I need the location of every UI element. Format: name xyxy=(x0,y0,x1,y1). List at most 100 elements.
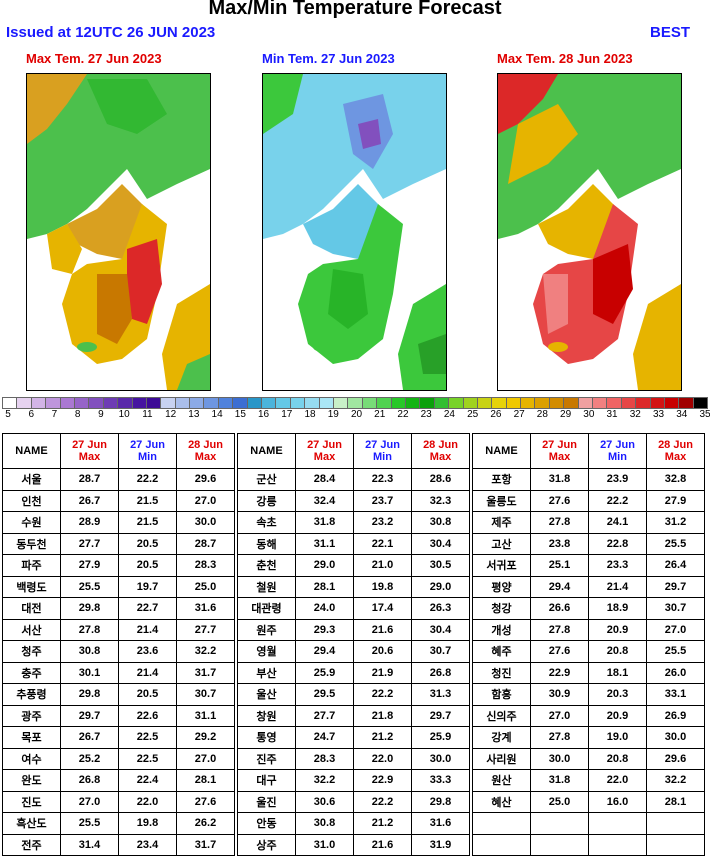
min-27jun-value: 22.2 xyxy=(588,489,647,512)
table-row: 청진 22.9 18.1 26.0 xyxy=(472,661,705,684)
max-27jun-value: 27.7 xyxy=(60,532,119,555)
color-scale-swatch xyxy=(534,397,549,409)
table-row: 원산 31.8 22.0 32.2 xyxy=(472,769,705,792)
color-scale-swatch xyxy=(404,397,420,409)
color-scale-swatch xyxy=(217,397,233,409)
max-27jun-value: 26.8 xyxy=(60,769,119,792)
max-27jun-value: 31.8 xyxy=(530,468,589,491)
max-28jun-value: 26.0 xyxy=(646,661,705,684)
max-27jun-value: 26.6 xyxy=(530,597,589,620)
min-27jun-value: 21.2 xyxy=(353,812,412,835)
min-27jun-value: 21.9 xyxy=(353,661,412,684)
table-row xyxy=(472,833,705,856)
max-28jun-value: 26.8 xyxy=(411,661,470,684)
table-row: 광주 29.7 22.6 31.1 xyxy=(2,704,235,727)
color-scale-swatch xyxy=(145,397,161,409)
table-row: 통영 24.7 21.2 25.9 xyxy=(237,726,470,749)
table-row: 원주 29.3 21.6 30.4 xyxy=(237,618,470,641)
station-name: 영월 xyxy=(237,640,296,663)
max-28jun-value: 29.0 xyxy=(411,575,470,598)
table-row: 울산 29.5 22.2 31.3 xyxy=(237,683,470,706)
max-28jun-value: 29.8 xyxy=(411,790,470,813)
color-scale-swatch xyxy=(45,397,60,409)
min-27jun-value: 21.6 xyxy=(353,833,412,856)
table-row: 동두천 27.7 20.5 28.7 xyxy=(2,532,235,555)
min-27jun-value: 21.2 xyxy=(353,726,412,749)
map-title-max-28jun: Max Tem. 28 Jun 2023 xyxy=(497,51,633,66)
max-28jun-value: 30.5 xyxy=(411,554,470,577)
station-name: 철원 xyxy=(237,575,296,598)
color-scale-label: 28 xyxy=(536,409,548,420)
max-27jun-value: 23.8 xyxy=(530,532,589,555)
color-scale-swatch xyxy=(678,397,693,409)
color-scale-label: 24 xyxy=(443,409,455,420)
max-28jun-value: 29.6 xyxy=(646,747,705,770)
max-28jun-value: 31.7 xyxy=(176,833,235,856)
max-28jun-value: 28.1 xyxy=(176,769,235,792)
max-27jun-value: 27.8 xyxy=(60,618,119,641)
table-row: 강계 27.8 19.0 30.0 xyxy=(472,726,705,749)
min-27jun-value: 21.4 xyxy=(118,661,177,684)
table-row: 혜주 27.6 20.8 25.5 xyxy=(472,640,705,663)
station-table-3: NAME 27 Jun Max 27 Jun Min 28 Jun Max 포항 31.8 23.… xyxy=(472,433,705,856)
color-scale-swatch xyxy=(117,397,132,409)
max-27jun-value: 27.8 xyxy=(530,726,589,749)
station-name: 울릉도 xyxy=(472,489,531,512)
station-name: 고산 xyxy=(472,532,531,555)
column-header-min-27jun: 27 Jun Min xyxy=(118,433,177,469)
station-name: 청진 xyxy=(472,661,531,684)
table-row: 서산 27.8 21.4 27.7 xyxy=(2,618,235,641)
station-name: 제주 xyxy=(472,511,531,534)
min-27jun-value: 23.9 xyxy=(588,468,647,491)
max-28jun-value: 32.3 xyxy=(411,489,470,512)
min-27jun-value: 21.4 xyxy=(118,618,177,641)
max-27jun-value: 30.1 xyxy=(60,661,119,684)
max-28jun-value: 31.3 xyxy=(411,683,470,706)
table-row: 부산 25.9 21.9 26.8 xyxy=(237,661,470,684)
station-name: 혜산 xyxy=(472,790,531,813)
color-scale-label: 11 xyxy=(142,409,153,420)
color-scale-label: 34 xyxy=(676,409,688,420)
max-27jun-value: 29.7 xyxy=(60,704,119,727)
color-scale-swatch xyxy=(160,397,175,409)
color-scale-label: 29 xyxy=(560,409,572,420)
max-27jun-value: 30.6 xyxy=(295,790,354,813)
max-27jun-value: 30.8 xyxy=(295,812,354,835)
column-header-min-27jun: 27 Jun Min xyxy=(353,433,412,469)
table-row: 목포 26.7 22.5 29.2 xyxy=(2,726,235,749)
column-header-min-27jun: 27 Jun Min xyxy=(588,433,647,469)
table-row: 함흥 30.9 20.3 33.1 xyxy=(472,683,705,706)
color-scale-label: 25 xyxy=(467,409,479,420)
station-name: 흑산도 xyxy=(2,812,61,835)
max-27jun-value: 28.9 xyxy=(60,511,119,534)
table-row: 추풍령 29.8 20.5 30.7 xyxy=(2,683,235,706)
max-27jun-value: 25.1 xyxy=(530,554,589,577)
max-28jun-value: 26.9 xyxy=(646,704,705,727)
station-name: 강릉 xyxy=(237,489,296,512)
max-27jun-value: 27.0 xyxy=(60,790,119,813)
column-header-max-27jun: 27 Jun Max xyxy=(295,433,354,469)
color-scale-swatch xyxy=(390,397,405,409)
table-row: 서울 28.7 22.2 29.6 xyxy=(2,468,235,491)
color-scale-swatch xyxy=(102,397,118,409)
max-28jun-value: 26.3 xyxy=(411,597,470,620)
map-max-28jun xyxy=(497,73,682,391)
station-name xyxy=(472,812,531,835)
color-scale-swatch xyxy=(131,397,146,409)
max-27jun-value: 25.5 xyxy=(60,812,119,835)
max-27jun-value: 32.4 xyxy=(295,489,354,512)
max-28jun-value: 26.4 xyxy=(646,554,705,577)
station-name: 원산 xyxy=(472,769,531,792)
color-scale-swatch xyxy=(347,397,362,409)
table-row: 대전 29.8 22.7 31.6 xyxy=(2,597,235,620)
min-27jun-value: 22.2 xyxy=(353,683,412,706)
max-28jun-value: 30.0 xyxy=(411,747,470,770)
color-scale-swatch xyxy=(261,397,276,409)
color-scale-swatch xyxy=(275,397,290,409)
max-28jun-value: 28.3 xyxy=(176,554,235,577)
min-27jun-value: 20.5 xyxy=(118,554,177,577)
min-27jun-value: 22.6 xyxy=(118,704,177,727)
max-27jun-value: 26.7 xyxy=(60,726,119,749)
color-scale-label: 14 xyxy=(211,409,223,420)
table-row: 대구 32.2 22.9 33.3 xyxy=(237,769,470,792)
